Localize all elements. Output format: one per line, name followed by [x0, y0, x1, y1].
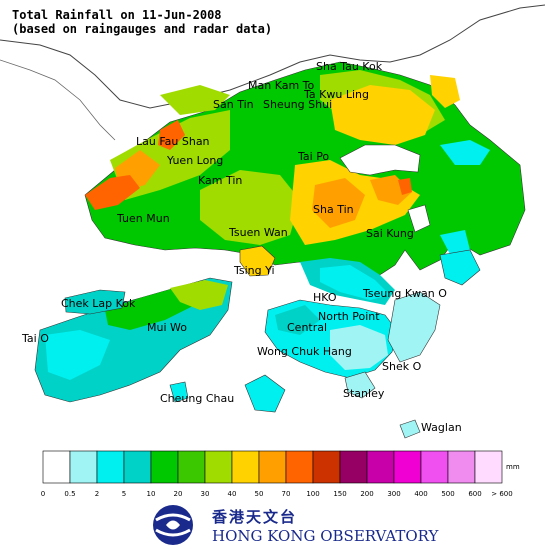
legend-tick-label: 500 [441, 490, 454, 498]
deep-bay-outline [0, 59, 116, 141]
legend-tick-label: 70 [282, 490, 291, 498]
lamma-island [244, 374, 286, 413]
clear-water-bay [387, 291, 441, 363]
legend-tick-label: 600 [468, 490, 481, 498]
label-hko: HKO [313, 291, 337, 304]
label-tai-o: Tai O [21, 332, 49, 345]
legend-swatch [150, 450, 179, 484]
label-central: Central [287, 321, 327, 334]
legend-unit: mm [506, 463, 520, 471]
legend-tick-label: 10 [147, 490, 156, 498]
legend-swatch [204, 450, 233, 484]
label-tseung-kwan-o: Tseung Kwan O [362, 287, 447, 300]
label-chek-lap-kok: Chek Lap Kok [61, 297, 136, 310]
label-man-kam-to: Man Kam To [248, 79, 315, 92]
label-tsing-yi: Tsing Yi [233, 264, 275, 277]
legend-swatch [447, 450, 476, 484]
label-north-point: North Point [318, 310, 380, 323]
eastern-islands [439, 249, 481, 286]
legend-tick-label: 30 [201, 490, 210, 498]
legend-tick-label: 0.5 [64, 490, 75, 498]
label-shek-o: Shek O [382, 360, 422, 373]
chek-lap-kok-island [64, 289, 126, 315]
logo-chinese-name: 香港天文台 [212, 508, 298, 526]
legend-swatch [258, 450, 287, 484]
legend-tick-label: 150 [333, 490, 346, 498]
tolo-harbour [339, 144, 421, 176]
stanley-peninsula [344, 371, 376, 399]
legend-swatch [42, 450, 71, 484]
label-wong-chuk-hang: Wong Chuk Hang [257, 345, 352, 358]
label-san-tin: San Tin [213, 98, 254, 111]
logo-english-name: HONG KONG OBSERVATORY [212, 527, 439, 545]
label-tsuen-wan: Tsuen Wan [228, 226, 288, 239]
legend-tick-label: 20 [174, 490, 183, 498]
label-sheung-shui: Sheung Shui [263, 98, 332, 111]
label-sha-tin: Sha Tin [313, 203, 354, 216]
mainland-outline [0, 4, 545, 109]
label-stanley: Stanley [343, 387, 385, 400]
legend-swatch [393, 450, 422, 484]
legend-swatch [339, 450, 368, 484]
tsing-yi-island [239, 245, 276, 277]
legend-swatch [177, 450, 206, 484]
legend-swatch [69, 450, 98, 484]
label-cheung-chau: Cheung Chau [160, 392, 234, 405]
cheung-chau-island [169, 381, 189, 403]
legend-tick-label: 0 [41, 490, 45, 498]
label-sai-kung: Sai Kung [366, 227, 414, 240]
label-yuen-long: Yuen Long [166, 154, 223, 167]
legend-swatch [312, 450, 341, 484]
hko-emblem-icon [153, 505, 193, 545]
waglan-island [399, 419, 421, 439]
legend-tick-label: 300 [387, 490, 400, 498]
label-lau-fau-shan: Lau Fau Shan [136, 135, 210, 148]
legend-tick-label: 40 [228, 490, 237, 498]
legend-tick-label: 100 [306, 490, 319, 498]
legend-tick-label: 400 [414, 490, 427, 498]
legend-swatch [474, 450, 503, 484]
legend-tick-label: 5 [122, 490, 126, 498]
map-title-line2: (based on raingauges and radar data) [12, 22, 273, 36]
legend-tick-label: 50 [255, 490, 264, 498]
rainfall-legend: 0 0.5 2 5 10 20 30 40 50 70 100 150 200 300 400 500 600 >… [41, 450, 520, 498]
legend-tick-label: 2 [95, 490, 99, 498]
hong-kong-island [264, 299, 399, 379]
legend-tick-label-last: > 600 [491, 490, 512, 498]
label-mui-wo: Mui Wo [147, 321, 187, 334]
label-tai-po: Tai Po [297, 150, 329, 163]
legend-swatch [285, 450, 314, 484]
label-waglan: Waglan [421, 421, 462, 434]
legend-swatch [231, 450, 260, 484]
legend-tick-label: 200 [360, 490, 373, 498]
hko-logo: 香港天文台 HONG KONG OBSERVATORY [148, 500, 438, 550]
legend-swatch [123, 450, 152, 484]
legend-swatch [420, 450, 449, 484]
label-kam-tin: Kam Tin [198, 174, 242, 187]
label-sha-tau-kok: Sha Tau Kok [316, 60, 383, 73]
place-labels: Sha Tau Kok Man Kam To Ta Kwu Ling San T… [21, 60, 462, 434]
lantau-island [34, 277, 233, 403]
legend-swatch [366, 450, 395, 484]
map-title-line1: Total Rainfall on 11-Jun-2008 [12, 8, 222, 22]
legend-swatch [96, 450, 125, 484]
label-tuen-mun: Tuen Mun [116, 212, 170, 225]
port-shelter [407, 204, 431, 233]
label-ta-kwu-ling: Ta Kwu Ling [303, 88, 369, 101]
